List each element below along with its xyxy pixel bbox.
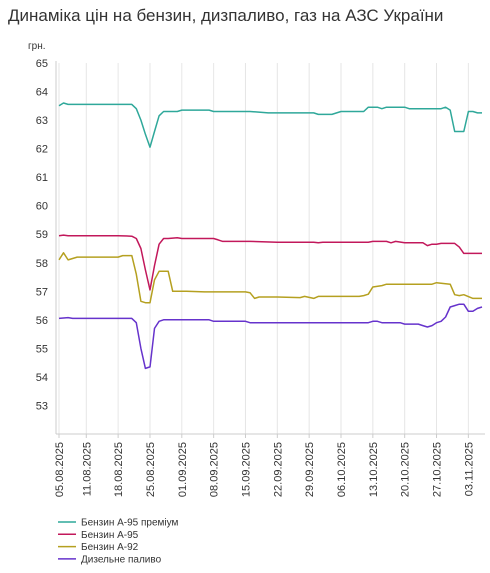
y-tick-label: 65 [36,58,48,70]
x-tick-label: 11.08.2025 [81,442,93,496]
legend-label: Бензин А-95 [81,530,139,541]
y-tick-label: 64 [36,87,48,99]
series-line-1 [58,234,482,291]
x-tick-label: 05.08.2025 [54,442,66,497]
y-tick-label: 55 [36,343,48,355]
x-tick-label: 20.10.2025 [400,442,412,497]
y-tick-label: 62 [36,144,48,156]
y-tick-label: 61 [36,172,48,184]
x-tick-label: 27.10.2025 [432,442,444,497]
chart-title: Динаміка цін на бензин, дизпаливо, газ н… [8,6,444,25]
x-tick-label: 18.08.2025 [113,442,125,497]
x-tick-label: 01.09.2025 [177,442,189,497]
series-line-3 [58,303,483,370]
y-tick-label: 63 [36,115,48,127]
x-tick-label: 29.09.2025 [304,442,316,497]
y-tick-label: 53 [36,400,48,412]
x-tick-label: 08.09.2025 [209,442,221,497]
y-tick-label: 58 [36,258,48,270]
legend-label: Дизельне паливо [81,554,162,565]
x-tick-label: 15.09.2025 [240,442,252,497]
y-tick-label: 57 [36,286,48,298]
series-line-0 [58,102,482,148]
series-line-2 [58,252,482,304]
y-tick-label: 56 [36,315,48,327]
x-tick-label: 13.10.2025 [368,442,380,497]
x-tick-label: 22.09.2025 [272,442,284,497]
x-tick-label: 03.11.2025 [463,442,475,496]
x-tick-label: 25.08.2025 [145,442,157,497]
x-tick-label: 06.10.2025 [336,442,348,497]
y-tick-label: 60 [36,201,48,213]
y-axis-unit-label: грн. [28,41,46,52]
y-tick-label: 54 [36,372,48,384]
legend-label: Бензин А-95 преміум [81,518,179,529]
y-tick-label: 59 [36,229,48,241]
legend-label: Бензин А-92 [81,542,139,553]
